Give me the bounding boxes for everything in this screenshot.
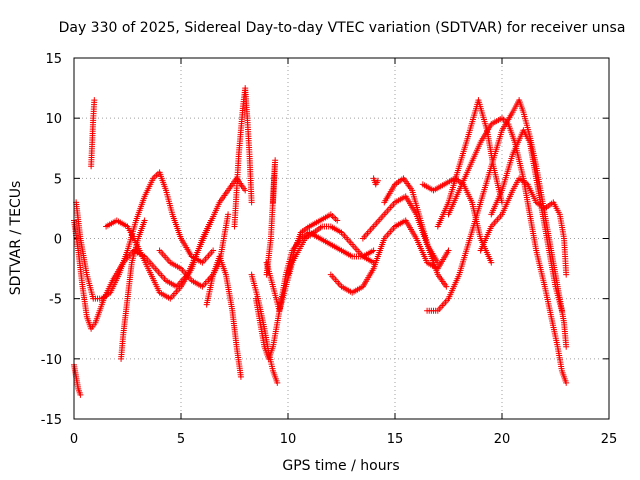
series-prn-track-7 <box>156 211 232 290</box>
data-point <box>445 247 452 254</box>
series-prn-track-4 <box>88 97 98 170</box>
y-axis-label: SDTVAR / TECUs <box>8 181 24 296</box>
series-prn-track-20 <box>419 175 495 266</box>
x-tick-label: 10 <box>280 432 297 447</box>
data-point <box>207 217 214 224</box>
series-prn-track-2 <box>73 169 217 302</box>
x-tick-label: 25 <box>601 432 618 447</box>
data-point <box>77 391 84 398</box>
data-point <box>263 271 270 278</box>
series-prn-track-8 <box>203 253 244 380</box>
data-point <box>563 271 570 278</box>
series-prn-track-18 <box>381 175 450 290</box>
data-point <box>210 247 217 254</box>
y-tick-label: 10 <box>45 112 62 127</box>
data-point <box>242 187 249 194</box>
y-tick-label: -10 <box>41 353 62 368</box>
y-tick-label: 15 <box>45 52 62 67</box>
axis-ticks: 0 5 10 15 20 25 -15 -10 -5 0 5 10 15 <box>41 52 618 447</box>
data-point <box>91 97 98 104</box>
grid <box>74 58 609 419</box>
series-prn-track-11 <box>248 271 281 386</box>
x-axis-label: GPS time / hours <box>282 458 399 474</box>
x-tick-label: 0 <box>70 432 78 447</box>
data-point <box>563 343 570 350</box>
data-point <box>443 283 450 290</box>
y-tick-label: -15 <box>41 413 62 428</box>
series-prn-track-13 <box>263 157 279 278</box>
data-point <box>488 259 495 266</box>
series-prn-track-9 <box>231 85 255 230</box>
y-tick-label: 5 <box>54 172 62 187</box>
series-prn-track-14 <box>285 211 341 278</box>
data-point <box>334 217 341 224</box>
series-prn-track-3 <box>71 361 84 398</box>
data-point <box>225 211 232 218</box>
data-point <box>274 379 281 386</box>
series-prn-track-24 <box>488 127 565 314</box>
data-point <box>248 199 255 206</box>
x-tick-label: 15 <box>387 432 404 447</box>
series-prn-track-16 <box>370 175 381 188</box>
x-tick-label: 20 <box>494 432 511 447</box>
chart-title: Day 330 of 2025, Sidereal Day-to-day VTE… <box>59 20 626 36</box>
data-point <box>563 379 570 386</box>
series-prn-track-22 <box>445 115 570 386</box>
y-tick-label: 0 <box>54 233 62 248</box>
series-prn-track-23 <box>477 175 570 278</box>
x-tick-label: 5 <box>177 432 185 447</box>
data-point <box>374 177 381 184</box>
data-point <box>499 199 505 206</box>
data-point <box>370 247 377 254</box>
data-point <box>237 373 244 380</box>
data-point <box>558 307 565 314</box>
data-point <box>141 217 148 224</box>
series-prn-track-6 <box>118 217 148 362</box>
y-tick-label: -5 <box>49 293 62 308</box>
plot-frame <box>73 57 610 420</box>
data-points <box>71 85 570 398</box>
